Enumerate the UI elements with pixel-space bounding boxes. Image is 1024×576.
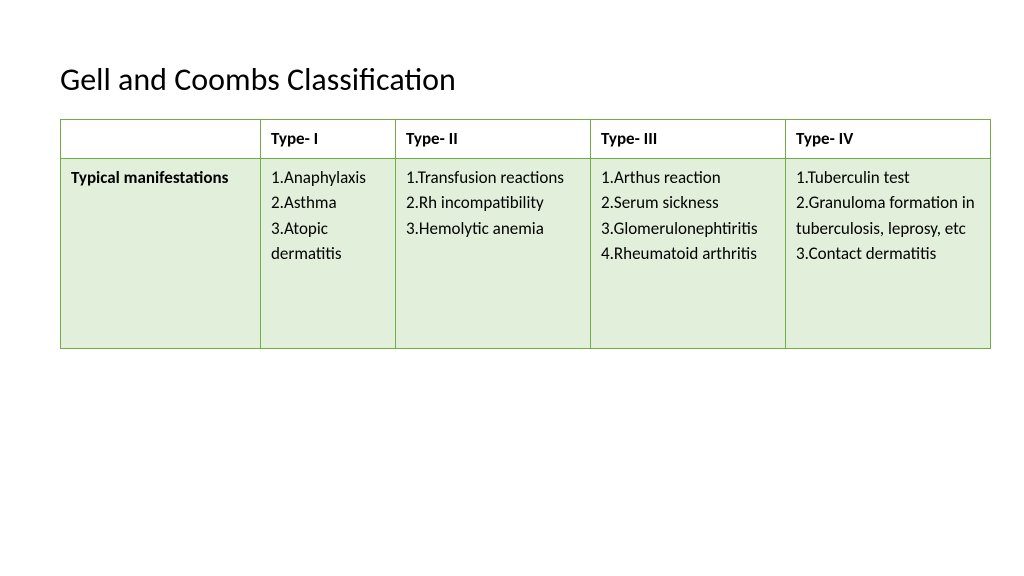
table-col-header: Type- IV <box>786 120 991 159</box>
table-cell: 1.Anaphylaxis2.Asthma3.Atopic dermatitis <box>261 158 396 348</box>
table-col-header: Type- II <box>396 120 591 159</box>
table-col-header: Type- I <box>261 120 396 159</box>
table-header-row: Type- I Type- II Type- III Type- IV <box>61 120 991 159</box>
table-cell: 1.Tuberculin test2.Granuloma formation i… <box>786 158 991 348</box>
table-cell: 1.Arthus reaction2.Serum sickness3.Glome… <box>591 158 786 348</box>
table-col-header: Type- III <box>591 120 786 159</box>
slide-title: Gell and Coombs Classification <box>60 60 984 99</box>
classification-table: Type- I Type- II Type- III Type- IV Typi… <box>60 119 991 349</box>
slide-container: Gell and Coombs Classification Type- I T… <box>0 0 1024 576</box>
table-row-header: Typical manifestations <box>61 158 261 348</box>
table-row: Typical manifestations 1.Anaphylaxis2.As… <box>61 158 991 348</box>
table-cell: 1.Transfusion reactions2.Rh incompatibil… <box>396 158 591 348</box>
table-corner-cell <box>61 120 261 159</box>
